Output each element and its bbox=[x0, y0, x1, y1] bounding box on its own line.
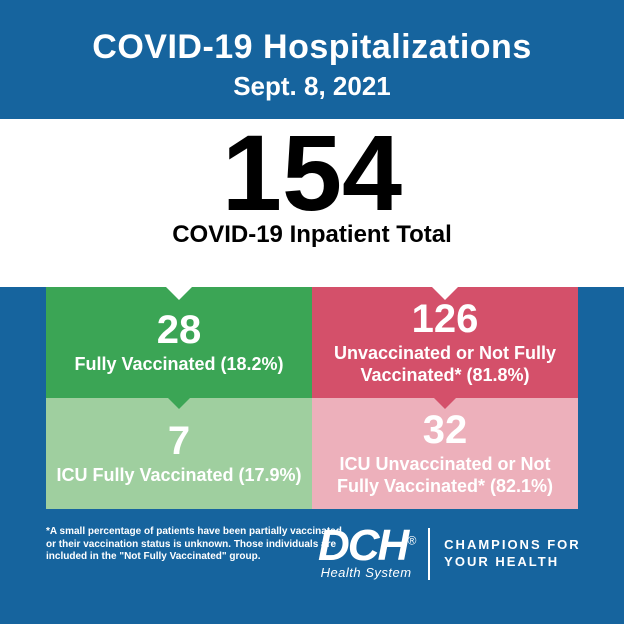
footer-block: DCH® Health System CHAMPIONS FOR YOUR HE… bbox=[318, 528, 581, 580]
total-value: 154 bbox=[0, 119, 624, 227]
pointer-from-total-icon bbox=[165, 286, 193, 300]
cell-value: 7 bbox=[168, 421, 190, 461]
page-subtitle: Sept. 8, 2021 bbox=[0, 71, 624, 102]
cell-label: ICU Unvaccinated or Not Fully Vaccinated… bbox=[320, 454, 570, 497]
logo-letters: DCH bbox=[318, 521, 407, 570]
cell-value: 32 bbox=[423, 410, 468, 450]
cell-unvaccinated: 126 Unvaccinated or Not Fully Vaccinated… bbox=[312, 287, 578, 398]
infographic-root: COVID-19 Hospitalizations Sept. 8, 2021 … bbox=[0, 0, 624, 624]
logo: DCH® Health System bbox=[318, 528, 430, 580]
cell-label: Fully Vaccinated (18.2%) bbox=[74, 354, 283, 376]
total-band: 154 COVID-19 Inpatient Total bbox=[0, 119, 624, 287]
logo-sub-text: Health System bbox=[321, 565, 412, 580]
pointer-down-icon bbox=[433, 397, 457, 409]
tagline: CHAMPIONS FOR YOUR HEALTH bbox=[430, 537, 581, 571]
registered-icon: ® bbox=[407, 533, 414, 547]
cell-icu-unvaccinated: 32 ICU Unvaccinated or Not Fully Vaccina… bbox=[312, 398, 578, 509]
footnote-text: *A small percentage of patients have bee… bbox=[46, 526, 346, 564]
cell-label: Unvaccinated or Not Fully Vaccinated* (8… bbox=[320, 343, 570, 386]
tagline-line: YOUR HEALTH bbox=[444, 554, 559, 569]
cell-fully-vaccinated: 28 Fully Vaccinated (18.2%) bbox=[46, 287, 312, 398]
cell-label: ICU Fully Vaccinated (17.9%) bbox=[56, 465, 301, 487]
cell-icu-fully-vaccinated: 7 ICU Fully Vaccinated (17.9%) bbox=[46, 398, 312, 509]
pointer-from-total-icon bbox=[431, 286, 459, 300]
total-label: COVID-19 Inpatient Total bbox=[0, 221, 624, 249]
tagline-line: CHAMPIONS FOR bbox=[444, 537, 581, 552]
logo-main-text: DCH® bbox=[318, 528, 414, 563]
stat-grid: 28 Fully Vaccinated (18.2%) 126 Unvaccin… bbox=[46, 287, 578, 509]
cell-value: 28 bbox=[157, 310, 202, 350]
page-title: COVID-19 Hospitalizations bbox=[0, 0, 624, 67]
pointer-down-icon bbox=[167, 397, 191, 409]
cell-value: 126 bbox=[412, 299, 479, 339]
